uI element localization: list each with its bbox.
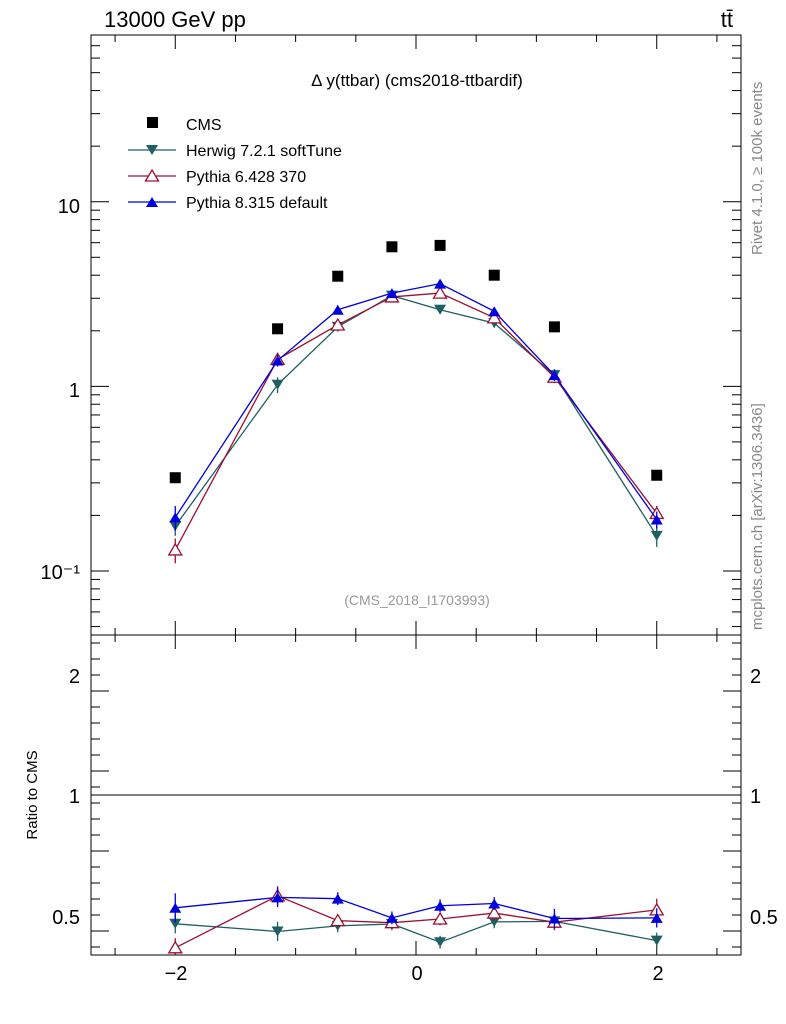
ratio-point-pythia8 [650,912,663,923]
point-cms [434,239,446,251]
legend-marker-cms [147,117,158,128]
ratio-ytick-label-right-1: 1 [750,786,761,808]
legend-marker-herwig [146,145,158,155]
series-line-pythia8 [174,282,658,520]
xtick-label-minus2: −2 [165,963,188,985]
point-pythia8 [169,512,182,523]
point-cms [488,269,500,281]
legend-label-pythia8: Pythia 8.315 default [186,195,328,212]
ratio-ytick-label-0.5: 0.5 [52,907,80,929]
point-pythia6 [486,310,502,324]
ratio-point-pythia8 [488,898,501,909]
point-pythia8 [548,370,561,381]
ratio-point-herwig [169,918,182,929]
ratio-point-pythia8 [169,902,182,913]
point-cms [651,469,663,481]
point-cms [386,241,398,253]
point-pythia8 [385,288,398,299]
ratio-line-pythia6 [174,895,657,949]
series-line-pythia6 [174,292,658,551]
ratio-point-herwig [434,937,447,948]
point-pythia8 [650,514,663,525]
header-right: tt̄ [721,7,733,32]
point-cms [169,472,181,484]
ratio-point-pythia6 [486,905,502,919]
point-pythia8 [434,278,447,289]
point-cms [332,270,344,282]
point-herwig [650,530,663,541]
ratio-line-herwig [175,920,657,943]
legend-marker-pythia8 [146,197,158,207]
legend-label-pythia6: Pythia 6.428 370 [186,169,306,186]
point-cms [272,323,284,335]
ratio-point-herwig [650,935,663,946]
ratio-point-pythia6 [330,913,346,927]
point-pythia6 [330,317,346,331]
chart-title: Δ y(ttbar) (cms2018-ttbardif) [311,71,523,90]
ratio-point-pythia8 [385,912,398,923]
point-pythia8 [488,306,501,317]
ratio-point-pythia8 [331,893,344,904]
point-herwig [271,379,284,390]
legend: CMS Herwig 7.2.1 softTune Pythia 6.428 3… [128,117,342,212]
ratio-ytick-label-right-2: 2 [750,666,761,688]
header-left: 13000 GeV pp [104,7,246,32]
main-data-marks [167,239,665,564]
ratio-point-herwig [488,916,501,927]
legend-marker-pythia6 [144,168,160,182]
ratio-point-pythia8 [434,900,447,911]
axis-ticks [91,34,741,955]
ratio-point-pythia6 [167,940,183,954]
ratio-line-pythia8 [175,896,657,920]
legend-label-cms: CMS [186,117,222,134]
ytick-label-1: 1 [69,380,80,402]
point-cms [548,321,560,333]
xtick-label-2: 2 [652,963,663,985]
point-pythia6 [432,285,448,299]
chart-watermark: (CMS_2018_I1703993) [344,592,490,608]
point-herwig [434,304,447,315]
ratio-point-herwig [271,926,284,937]
ratio-point-pythia6 [432,911,448,925]
side-label-rivet: Rivet 4.1.0, ≥ 100k events [749,82,766,255]
ytick-label-10: 10 [58,196,80,218]
ratio-point-pythia8 [548,913,561,924]
ratio-point-pythia8 [271,892,284,903]
ratio-ytick-label-2: 2 [69,666,80,688]
ratio-data-marks [167,886,665,955]
legend-label-herwig: Herwig 7.2.1 softTune [186,143,342,160]
ratio-ytick-label-1: 1 [69,786,80,808]
xtick-label-0: 0 [411,963,422,985]
ytick-label-0.1: 10⁻¹ [41,562,81,584]
ratio-ytick-label-right-0.5: 0.5 [750,907,778,929]
point-pythia8 [271,355,284,366]
point-pythia6 [167,542,183,556]
side-label-mcplots: mcplots.cern.ch [arXiv:1306.3436] [749,403,766,630]
ratio-ylabel: Ratio to CMS [24,750,41,839]
point-pythia8 [331,304,344,315]
